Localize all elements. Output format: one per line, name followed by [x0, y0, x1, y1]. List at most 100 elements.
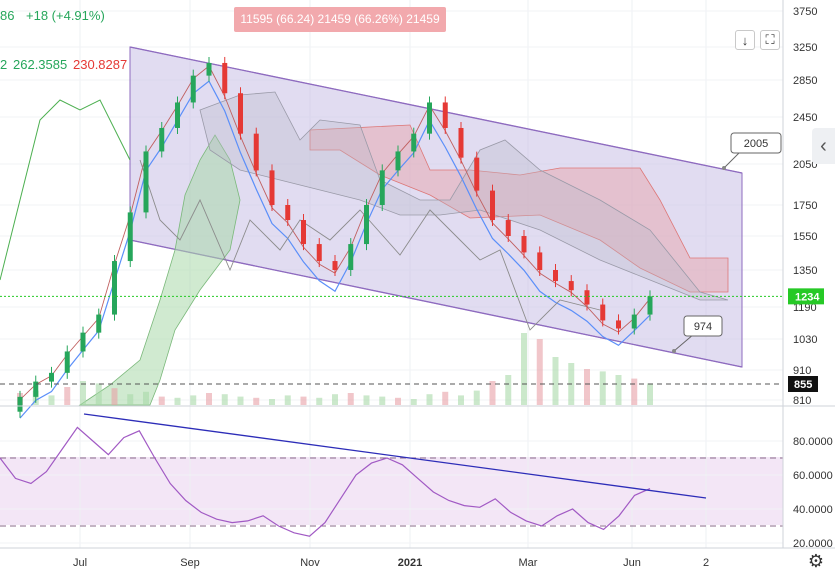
crosshair-tooltip: 11595 (66.24) 21459 (66.26%) 21459 [234, 7, 446, 32]
x-tick-label: Nov [300, 557, 320, 569]
callouts: 2005 974 [672, 132, 782, 353]
rsi-band [0, 457, 783, 525]
change-abs: 86 [0, 8, 15, 23]
candle-body [616, 320, 621, 329]
volume-bar [48, 395, 55, 405]
rsi-tick-label: 20.0000 [793, 538, 833, 550]
price-tick-label: 1750 [793, 200, 817, 212]
download-button[interactable]: ↓ [735, 30, 755, 50]
volume-bar [584, 369, 590, 405]
candle-body [505, 220, 511, 236]
price-tick-label: 1190 [793, 302, 817, 314]
volume-bar [473, 390, 480, 405]
price-levels [0, 295, 783, 385]
indicator-value-1: 262.3585 [13, 57, 68, 72]
volume-bar [489, 381, 496, 405]
candlesticks [17, 56, 653, 418]
callout-lower-label: 974 [694, 321, 712, 333]
candle-body [175, 102, 180, 128]
indicator-value-2: 230.8287 [73, 57, 128, 72]
x-tick-label: 2021 [398, 557, 422, 569]
volume-bar [536, 339, 543, 405]
volume-bar [221, 394, 228, 405]
candle-body [411, 133, 417, 152]
candle-body [474, 157, 480, 191]
ma-blue-line [19, 80, 651, 419]
candle-body [33, 381, 39, 397]
candle-body [206, 62, 212, 76]
settings-button[interactable]: ⚙ [805, 550, 827, 572]
candle-body [537, 252, 543, 270]
candle-body [80, 332, 86, 352]
price-tick-label: 2850 [793, 75, 817, 87]
cloud-gray [199, 91, 729, 301]
callout-lower-box [683, 315, 723, 337]
candle-body [584, 290, 590, 305]
volume-bar [143, 391, 149, 405]
rsi-tick-label: 80.0000 [793, 436, 833, 448]
rsi-tick-label: 60.0000 [793, 470, 833, 482]
candle-body [143, 151, 149, 213]
fullscreen-icon: ⛶ [765, 32, 775, 47]
price-tick-label: 2450 [793, 112, 817, 124]
volume-bar [332, 394, 338, 405]
candle-body [222, 62, 228, 94]
cloud-red [309, 124, 729, 293]
candle-body [238, 93, 243, 134]
volume-bar [631, 378, 638, 405]
candle-body [647, 296, 653, 315]
candle-body [458, 127, 464, 158]
callout-lower-pointer [673, 333, 695, 352]
rsi-trendline [83, 413, 707, 499]
volume-bar [206, 393, 212, 405]
callout-lower-anchor [672, 349, 676, 353]
volume-bar [647, 383, 653, 405]
candle-body [568, 281, 574, 291]
regression-channel [129, 46, 743, 368]
last-price-tag [788, 288, 824, 305]
volume-bar [363, 395, 370, 405]
volume-bar [615, 375, 622, 405]
candle-body [348, 244, 354, 270]
candle-body [301, 220, 306, 245]
x-tick-label: 2 [703, 557, 709, 569]
x-tick-label: Jun [623, 557, 641, 569]
volume-bar [174, 397, 181, 405]
volume-bar [505, 375, 512, 405]
gear-icon: ⚙ [807, 550, 825, 571]
volume-bar [426, 394, 433, 405]
candle-body [127, 212, 133, 262]
candle-body [159, 127, 165, 152]
volume-bar [284, 395, 291, 405]
support-tag [788, 376, 818, 392]
side-panel-toggle[interactable]: ‹ [812, 128, 835, 164]
volume-bar [552, 357, 559, 405]
candle-body [631, 314, 637, 329]
candle-body [269, 170, 275, 205]
candle-body [442, 102, 448, 128]
x-tick-label: Mar [519, 557, 538, 569]
candle-body [112, 261, 117, 315]
price-tick-label: 1550 [793, 231, 817, 243]
candle-body [364, 205, 369, 245]
volume-bar [237, 396, 244, 405]
candle-body [64, 351, 70, 373]
volume-bar [80, 381, 86, 405]
leading-span-line [0, 99, 131, 281]
volume-bar [599, 371, 606, 405]
x-tick-label: Jul [73, 557, 87, 569]
fullscreen-button[interactable]: ⛶ [760, 30, 780, 50]
rsi-tick-label: 40.0000 [793, 504, 833, 516]
candle-body [190, 75, 196, 103]
support-label: 855 [794, 379, 812, 391]
candle-body [521, 236, 527, 253]
candle-body [253, 133, 259, 171]
price-tick-label: 910 [793, 365, 811, 377]
indicator-prefix: 2 [0, 57, 8, 72]
volume-bar [521, 333, 527, 405]
candle-body [553, 270, 558, 282]
candle-body [285, 205, 291, 221]
cloud-green [78, 134, 241, 406]
